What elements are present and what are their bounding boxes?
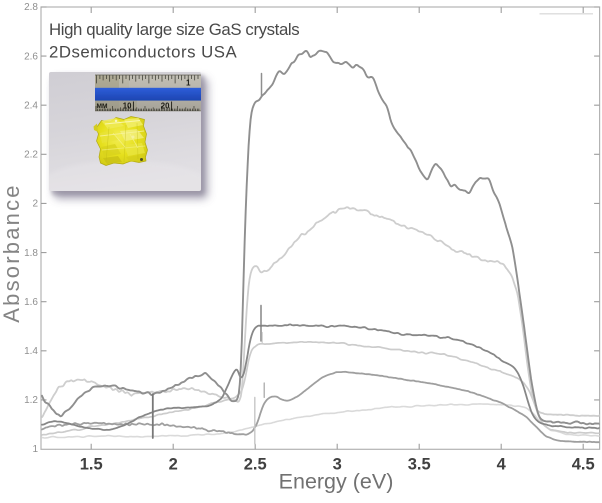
- svg-text:1.5: 1.5: [80, 456, 103, 474]
- svg-text:3: 3: [333, 456, 342, 474]
- svg-text:2: 2: [169, 456, 178, 474]
- svg-text:1.6: 1.6: [24, 297, 38, 308]
- svg-text:2Dsemiconductors USA: 2Dsemiconductors USA: [49, 43, 237, 62]
- svg-text:1.8: 1.8: [24, 248, 38, 259]
- svg-text:3.5: 3.5: [408, 456, 431, 474]
- svg-text:1: 1: [186, 79, 191, 88]
- svg-text:2.6: 2.6: [24, 51, 38, 62]
- svg-text:Absorbance: Absorbance: [0, 183, 24, 322]
- svg-text:2.2: 2.2: [24, 150, 38, 161]
- svg-text:10: 10: [123, 102, 132, 111]
- svg-text:1: 1: [32, 444, 38, 455]
- svg-text:20: 20: [161, 102, 170, 111]
- svg-text:4: 4: [497, 456, 507, 474]
- svg-text:4.5: 4.5: [572, 456, 595, 474]
- svg-text:Energy (eV): Energy (eV): [279, 470, 394, 494]
- svg-text:2.8: 2.8: [24, 2, 38, 13]
- svg-text:High quality large size GaS cr: High quality large size GaS crystals: [49, 20, 299, 39]
- svg-text:1.4: 1.4: [24, 346, 38, 357]
- svg-text:2.4: 2.4: [24, 100, 38, 111]
- svg-text:2: 2: [32, 199, 38, 210]
- svg-text:1.2: 1.2: [24, 395, 38, 406]
- svg-text:2.5: 2.5: [244, 456, 267, 474]
- svg-text:MM: MM: [97, 103, 108, 110]
